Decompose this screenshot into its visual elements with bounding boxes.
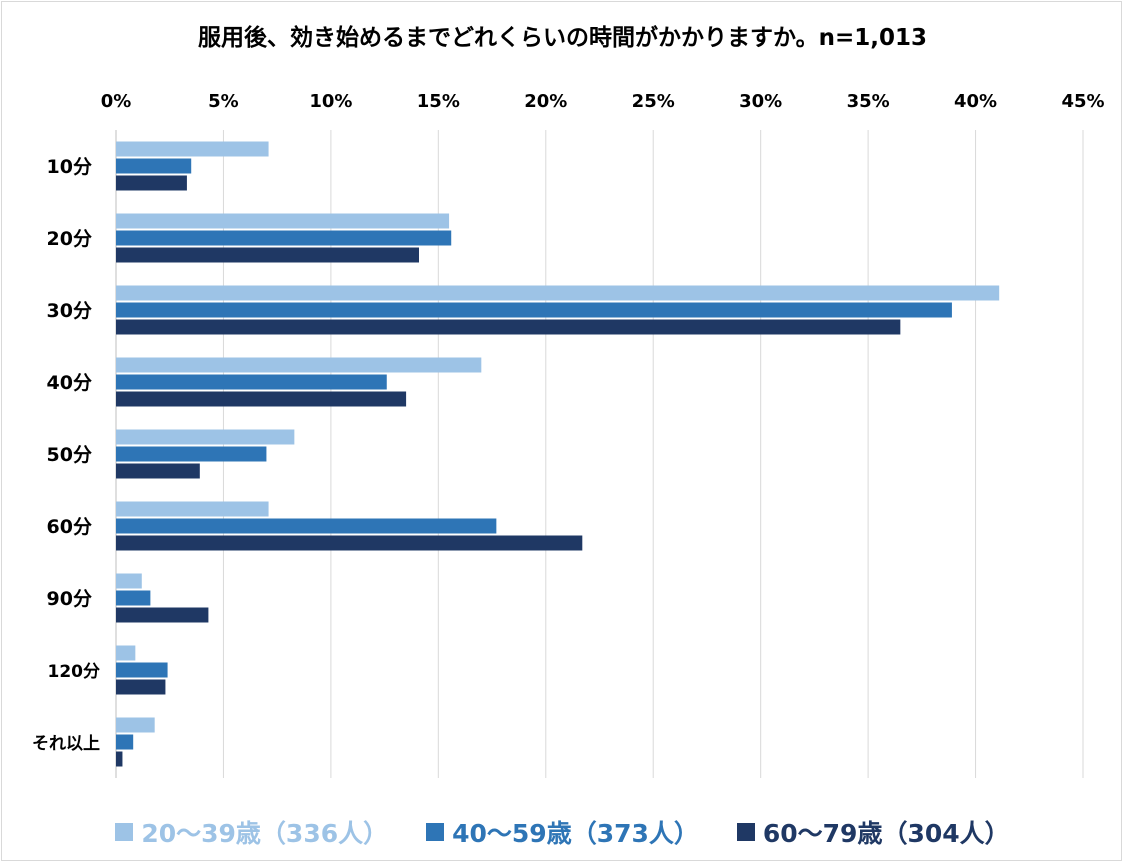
legend-swatch: [115, 823, 134, 841]
bar-age-40-59: [116, 662, 168, 678]
x-tick-label: 25%: [632, 91, 675, 112]
bar-age-40-59: [116, 158, 192, 174]
x-tick-label: 35%: [847, 91, 890, 112]
legend-label: 60〜79歳（304人）: [762, 819, 1010, 848]
x-tick-label: 40%: [954, 91, 997, 112]
category-label: それ以上: [32, 734, 100, 754]
category-label: 10分: [47, 156, 92, 178]
bar-age-60-79: [116, 319, 901, 335]
legend-item-40-59: 40〜59歳（373人）: [426, 814, 699, 850]
x-tick-label: 5%: [208, 91, 239, 112]
bar-age-20-39: [116, 429, 295, 445]
bar-age-20-39: [116, 573, 142, 589]
category-label: 60分: [47, 516, 92, 538]
bar-age-40-59: [116, 590, 151, 606]
bar-age-20-39: [116, 285, 1000, 301]
bar-age-20-39: [116, 357, 482, 373]
x-tick-label: 0%: [101, 91, 132, 112]
bar-age-60-79: [116, 679, 166, 695]
category-label: 90分: [47, 588, 92, 610]
bar-age-60-79: [116, 463, 200, 479]
bar-age-60-79: [116, 751, 123, 767]
x-tick-label: 10%: [309, 91, 352, 112]
category-label: 30分: [47, 300, 92, 322]
legend-swatch: [426, 823, 445, 841]
category-label: 50分: [47, 444, 92, 466]
category-label: 40分: [47, 372, 92, 394]
bar-age-60-79: [116, 247, 419, 263]
bar-age-20-39: [116, 501, 269, 517]
bar-age-20-39: [116, 141, 269, 157]
bar-age-40-59: [116, 446, 267, 462]
x-tick-label: 20%: [524, 91, 567, 112]
x-tick-label: 45%: [1061, 91, 1104, 112]
bar-age-20-39: [116, 213, 450, 229]
bar-age-40-59: [116, 230, 452, 246]
category-label: 20分: [47, 228, 92, 250]
x-tick-label: 15%: [417, 91, 460, 112]
category-label: 120分: [48, 662, 101, 682]
chart-title: 服用後、効き始めるまでどれくらいの時間がかかりますか。n=1,013: [198, 25, 927, 51]
legend-item-60-79: 60〜79歳（304人）: [736, 814, 1010, 850]
bar-age-60-79: [116, 391, 407, 407]
bar-age-60-79: [116, 535, 583, 551]
bar-age-20-39: [116, 717, 155, 733]
bar-age-40-59: [116, 374, 387, 390]
x-tick-label: 30%: [739, 91, 782, 112]
chart-legend: 20〜39歳（336人） 40〜59歳（373人） 60〜79歳（304人）: [0, 812, 1125, 852]
bar-age-20-39: [116, 645, 136, 661]
bar-age-40-59: [116, 518, 497, 534]
bar-age-60-79: [116, 175, 187, 191]
legend-item-20-39: 20〜39歳（336人）: [115, 814, 388, 850]
legend-label: 40〜59歳（373人）: [452, 819, 699, 848]
bar-age-40-59: [116, 302, 952, 318]
bar-age-40-59: [116, 734, 134, 750]
bar-age-60-79: [116, 607, 209, 623]
legend-label: 20〜39歳（336人）: [141, 819, 389, 848]
legend-swatch: [736, 823, 755, 841]
